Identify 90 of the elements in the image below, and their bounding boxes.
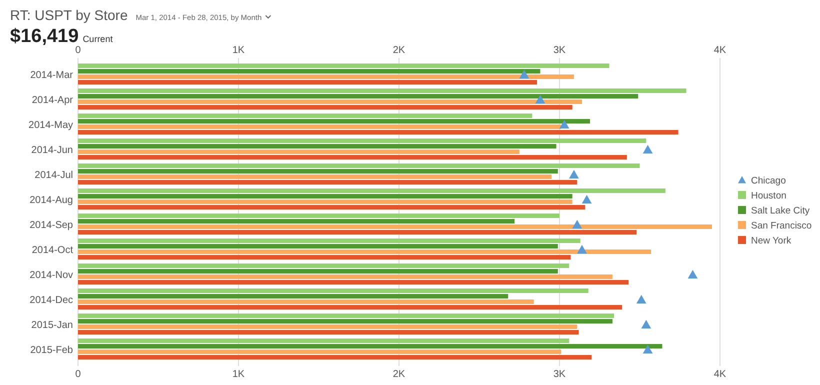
bar — [78, 100, 582, 104]
point — [559, 120, 570, 128]
y-tick-label: 2015-Feb — [30, 345, 74, 356]
x-tick-label: 3K — [553, 369, 566, 380]
bar — [78, 205, 586, 210]
x-tick-label: 1K — [232, 369, 245, 380]
bar — [78, 244, 558, 248]
point — [572, 220, 582, 228]
x-tick-label: 0 — [75, 369, 82, 380]
bar — [78, 88, 686, 93]
bar — [78, 80, 538, 84]
bar — [78, 319, 612, 324]
x2-tick-label: 2K — [392, 45, 406, 56]
point — [642, 344, 653, 354]
bar — [78, 119, 590, 124]
bar — [78, 330, 579, 334]
text: Current — [82, 34, 114, 44]
legend-label: New York — [751, 236, 792, 246]
bar — [78, 124, 562, 129]
bar — [78, 288, 588, 293]
bar — [78, 269, 558, 274]
bar — [78, 314, 614, 318]
y-tick-label: 2014-Sep — [30, 220, 74, 231]
bar — [78, 255, 571, 260]
y-tick-label: 2014-May — [28, 120, 73, 131]
bar — [78, 344, 662, 348]
bar — [78, 238, 580, 243]
point — [636, 294, 646, 304]
bar — [78, 150, 520, 154]
bar — [78, 144, 556, 148]
bar — [78, 164, 640, 168]
legend-label: San Francisco — [751, 220, 812, 232]
point — [569, 170, 579, 178]
bar — [78, 294, 508, 298]
point — [688, 270, 698, 278]
bar — [78, 264, 570, 268]
y-tick-label: 2014-Apr — [32, 95, 74, 106]
bar — [78, 180, 578, 184]
y-tick-label: 2014-Dec — [30, 295, 73, 306]
point — [582, 194, 592, 204]
bar — [78, 74, 574, 79]
y-tick-label: 2014-Jun — [31, 145, 73, 156]
x2-tick-label: 3K — [553, 45, 566, 56]
legend-label: Houston — [751, 190, 786, 202]
bar — [78, 200, 572, 204]
y-tick-label: 2015-Jan — [31, 320, 73, 331]
bar — [78, 169, 558, 174]
point — [641, 320, 652, 328]
bar — [78, 350, 562, 354]
bar — [78, 274, 612, 279]
bar — [78, 305, 622, 310]
bar — [78, 64, 610, 68]
y-tick-label: 2014-Nov — [30, 270, 73, 281]
point — [519, 70, 530, 78]
bar — [78, 280, 629, 284]
bar — [78, 69, 540, 74]
bar — [78, 114, 532, 118]
bar — [78, 224, 712, 229]
bar — [78, 250, 651, 254]
bar — [78, 324, 578, 329]
point — [535, 94, 546, 104]
y-tick-label: 2014-Mar — [30, 70, 74, 81]
bar — [78, 130, 678, 134]
bar — [78, 219, 515, 224]
bar — [78, 338, 570, 343]
legend-label: Chicago — [751, 176, 786, 186]
y-tick-label: 2014-Jul — [34, 170, 73, 181]
bar — [78, 138, 646, 143]
x2-tick-label: 0 — [75, 45, 82, 56]
point — [642, 144, 653, 154]
x-tick-label: 4K — [714, 369, 726, 380]
bar — [78, 155, 627, 160]
legend-label: Salt Lake City — [751, 206, 810, 216]
bar — [78, 300, 534, 304]
y-tick-label: 2014-Oct — [32, 245, 74, 256]
bar — [78, 194, 572, 198]
x2-tick-label: 4K — [714, 45, 726, 56]
bar — [78, 230, 637, 234]
bar — [78, 355, 592, 360]
x2-tick-label: 1K — [232, 45, 245, 56]
point — [577, 244, 587, 254]
bar — [78, 188, 666, 193]
x-tick-label: 2K — [392, 369, 406, 380]
bar — [78, 174, 552, 179]
bar — [78, 214, 560, 218]
bar — [78, 105, 572, 110]
chart-title: RT: USPT by Store — [10, 7, 128, 23]
bar — [78, 94, 638, 98]
y-tick-label: 2014-Aug — [30, 195, 73, 206]
text: $16,419 — [10, 26, 79, 47]
